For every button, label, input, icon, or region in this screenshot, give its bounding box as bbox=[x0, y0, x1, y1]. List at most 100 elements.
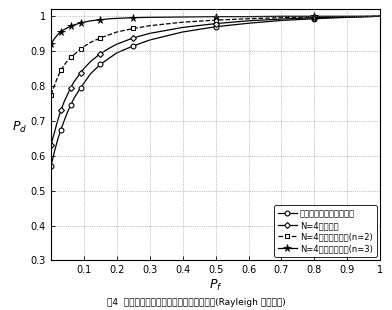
N=4合作感知 bbox=[88, 60, 93, 64]
信噪比最高的单用户检测 bbox=[279, 19, 284, 22]
N=4合作感知 bbox=[378, 15, 383, 18]
N=4加权合作感知(n=2) bbox=[345, 15, 350, 19]
N=4加权合作感知(n=3) bbox=[378, 15, 383, 18]
N=4加权合作感知(n=3) bbox=[58, 30, 63, 33]
N=4合作感知 bbox=[78, 71, 83, 75]
N=4合作感知 bbox=[65, 93, 70, 97]
N=4加权合作感知(n=2) bbox=[52, 84, 56, 88]
信噪比最高的单用户检测 bbox=[378, 15, 383, 18]
N=4加权合作感知(n=2) bbox=[108, 33, 113, 36]
信噪比最高的单用户检测 bbox=[213, 25, 218, 29]
N=4加权合作感知(n=3) bbox=[114, 16, 119, 20]
N=4加权合作感知(n=3) bbox=[62, 28, 67, 31]
N=4加权合作感知(n=2) bbox=[131, 27, 136, 30]
N=4加权合作感知(n=3) bbox=[213, 15, 218, 19]
信噪比最高的单用户检测 bbox=[68, 103, 73, 107]
Text: 图4  单用户、合作感知和加权合作感知对比(Rayleigh 衰落环境): 图4 单用户、合作感知和加权合作感知对比(Rayleigh 衰落环境) bbox=[107, 298, 285, 307]
N=4合作感知 bbox=[55, 119, 60, 123]
信噪比最高的单用户检测 bbox=[52, 150, 56, 154]
N=4加权合作感知(n=2) bbox=[98, 36, 103, 40]
N=4合作感知 bbox=[52, 131, 56, 135]
Line: N=4合作感知: N=4合作感知 bbox=[49, 14, 382, 147]
N=4加权合作感知(n=2) bbox=[114, 30, 119, 34]
信噪比最高的单用户检测 bbox=[147, 38, 152, 42]
信噪比最高的单用户检测 bbox=[246, 21, 251, 25]
N=4合作感知 bbox=[49, 144, 53, 147]
N=4合作感知 bbox=[62, 100, 67, 104]
N=4合作感知 bbox=[82, 67, 86, 70]
信噪比最高的单用户检测 bbox=[58, 128, 63, 131]
N=4合作感知 bbox=[58, 108, 63, 112]
N=4加权合作感知(n=3) bbox=[55, 33, 60, 37]
N=4合作感知 bbox=[312, 16, 317, 20]
N=4合作感知 bbox=[180, 26, 185, 29]
N=4加权合作感知(n=3) bbox=[312, 15, 317, 18]
Y-axis label: $P_d$: $P_d$ bbox=[12, 120, 27, 135]
N=4加权合作感知(n=2) bbox=[55, 75, 60, 79]
N=4加权合作感知(n=2) bbox=[312, 15, 317, 19]
Line: N=4加权合作感知(n=3): N=4加权合作感知(n=3) bbox=[47, 12, 384, 48]
N=4加权合作感知(n=2) bbox=[65, 59, 70, 63]
N=4加权合作感知(n=2) bbox=[75, 50, 80, 54]
N=4加权合作感知(n=2) bbox=[246, 17, 251, 20]
N=4合作感知 bbox=[345, 15, 350, 19]
N=4加权合作感知(n=3) bbox=[49, 42, 53, 46]
信噪比最高的单用户检测 bbox=[108, 55, 113, 59]
Line: 信噪比最高的单用户检测: 信噪比最高的单用户检测 bbox=[49, 14, 383, 169]
N=4加权合作感知(n=2) bbox=[68, 55, 73, 59]
N=4加权合作感知(n=3) bbox=[131, 16, 136, 20]
N=4加权合作感知(n=3) bbox=[72, 23, 76, 27]
N=4加权合作感知(n=2) bbox=[147, 24, 152, 28]
N=4加权合作感知(n=2) bbox=[88, 41, 93, 44]
信噪比最高的单用户检测 bbox=[72, 96, 76, 100]
N=4合作感知 bbox=[246, 19, 251, 23]
信噪比最高的单用户检测 bbox=[114, 51, 119, 55]
信噪比最高的单用户检测 bbox=[345, 16, 350, 19]
N=4加权合作感知(n=2) bbox=[213, 18, 218, 22]
信噪比最高的单用户检测 bbox=[98, 63, 103, 66]
信噪比最高的单用户检测 bbox=[180, 30, 185, 34]
N=4加权合作感知(n=2) bbox=[58, 69, 63, 72]
N=4加权合作感知(n=2) bbox=[82, 45, 86, 48]
N=4加权合作感知(n=2) bbox=[180, 20, 185, 24]
N=4合作感知 bbox=[68, 86, 73, 90]
N=4加权合作感知(n=3) bbox=[52, 37, 56, 41]
N=4加权合作感知(n=3) bbox=[180, 15, 185, 19]
N=4加权合作感知(n=3) bbox=[147, 16, 152, 19]
信噪比最高的单用户检测 bbox=[49, 164, 53, 168]
N=4合作感知 bbox=[75, 75, 80, 79]
Legend: 信噪比最高的单用户检测, N=4合作感知, N=4加权合作感知(n=2), N=4加权合作感知(n=3): 信噪比最高的单用户检测, N=4合作感知, N=4加权合作感知(n=2), N=… bbox=[274, 205, 377, 257]
N=4加权合作感知(n=3) bbox=[82, 20, 86, 24]
N=4加权合作感知(n=3) bbox=[88, 19, 93, 23]
N=4合作感知 bbox=[72, 80, 76, 84]
信噪比最高的单用户检测 bbox=[82, 82, 86, 85]
N=4加权合作感知(n=2) bbox=[279, 16, 284, 20]
信噪比最高的单用户检测 bbox=[55, 138, 60, 142]
N=4加权合作感知(n=3) bbox=[246, 15, 251, 19]
N=4加权合作感知(n=3) bbox=[98, 18, 103, 22]
信噪比最高的单用户检测 bbox=[88, 72, 93, 76]
信噪比最高的单用户检测 bbox=[65, 110, 70, 114]
N=4加权合作感知(n=3) bbox=[279, 15, 284, 18]
信噪比最高的单用户检测 bbox=[75, 91, 80, 95]
N=4加权合作感知(n=3) bbox=[75, 22, 80, 26]
Line: N=4加权合作感知(n=2): N=4加权合作感知(n=2) bbox=[49, 14, 383, 97]
N=4合作感知 bbox=[108, 46, 113, 50]
信噪比最高的单用户检测 bbox=[131, 44, 136, 48]
N=4加权合作感知(n=3) bbox=[108, 17, 113, 20]
N=4合作感知 bbox=[279, 17, 284, 21]
N=4加权合作感知(n=3) bbox=[78, 21, 83, 25]
N=4加权合作感知(n=2) bbox=[62, 63, 67, 67]
N=4加权合作感知(n=3) bbox=[345, 15, 350, 18]
信噪比最高的单用户检测 bbox=[62, 119, 67, 123]
N=4加权合作感知(n=2) bbox=[78, 47, 83, 51]
N=4加权合作感知(n=2) bbox=[49, 93, 53, 97]
信噪比最高的单用户检测 bbox=[312, 17, 317, 20]
N=4加权合作感知(n=3) bbox=[68, 24, 73, 28]
信噪比最高的单用户检测 bbox=[78, 86, 83, 90]
N=4合作感知 bbox=[147, 32, 152, 35]
N=4合作感知 bbox=[131, 36, 136, 40]
X-axis label: $P_f$: $P_f$ bbox=[209, 278, 223, 293]
N=4合作感知 bbox=[114, 42, 119, 46]
N=4合作感知 bbox=[213, 22, 218, 25]
